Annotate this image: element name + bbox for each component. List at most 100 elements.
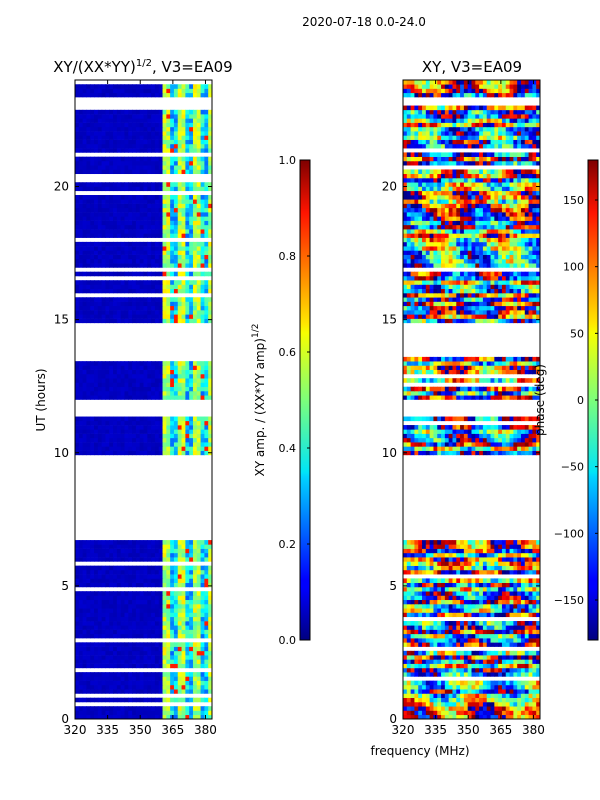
heatmap-cell (109, 650, 114, 656)
heatmap-cell (452, 655, 457, 660)
heatmap-cell (151, 646, 156, 652)
heatmap-cell (403, 586, 408, 592)
heatmap-cell (132, 131, 137, 136)
heatmap-cell (97, 420, 103, 426)
heatmap-cell (113, 250, 118, 255)
heatmap-cell (208, 650, 212, 656)
heatmap-cell (158, 169, 164, 175)
heatmap-cell (105, 689, 110, 694)
heatmap-cell (173, 212, 179, 217)
heatmap-cell (147, 122, 152, 128)
heatmap-cell (97, 706, 103, 711)
heatmap-cell (113, 540, 118, 545)
heatmap-cell (192, 361, 198, 366)
heatmap-cell (158, 233, 164, 238)
heatmap-cell (452, 697, 457, 703)
heatmap-cell (162, 429, 167, 434)
heatmap-cell (494, 672, 499, 677)
heatmap-cell (208, 633, 212, 639)
heatmap-cell (143, 297, 148, 302)
heatmap-cell (82, 361, 88, 366)
heatmap-cell (120, 663, 126, 669)
heatmap-cell (185, 280, 190, 285)
heatmap-cell (520, 710, 526, 716)
heatmap-cell (124, 655, 129, 660)
heatmap-cell (94, 186, 99, 192)
heatmap-cell (86, 540, 91, 545)
heatmap-cell (75, 199, 80, 204)
heatmap-cell (128, 88, 133, 94)
heatmap-cell (192, 574, 198, 579)
heatmap-cell (192, 114, 198, 119)
heatmap-cell (429, 642, 435, 647)
heatmap-cell (181, 122, 186, 128)
heatmap-cell (139, 591, 145, 596)
heatmap-cell (151, 697, 156, 703)
heatmap-cell (475, 603, 480, 609)
heatmap-cell (109, 288, 114, 294)
heatmap-cell (82, 84, 88, 89)
heatmap-cell (181, 629, 186, 635)
heatmap-cell (418, 557, 423, 562)
heatmap-cell (75, 595, 80, 601)
heatmap-cell (101, 199, 107, 204)
heatmap-cell (509, 642, 514, 647)
heatmap-cell (90, 612, 95, 618)
heatmap-cell (166, 578, 171, 583)
heatmap-cell (204, 595, 209, 601)
heatmap-cell (189, 676, 194, 681)
heatmap-cell (143, 212, 148, 217)
heatmap-cell (120, 131, 126, 136)
heatmap-cell (410, 586, 416, 592)
heatmap-cell (479, 569, 484, 575)
heatmap-cell (143, 84, 148, 89)
heatmap-cell (192, 425, 198, 430)
heatmap-cell (151, 297, 156, 302)
heatmap-cell (509, 638, 514, 643)
heatmap-cell (524, 540, 530, 545)
heatmap-cell (128, 569, 133, 575)
heatmap-cell (154, 241, 160, 247)
heatmap-cell (505, 578, 511, 583)
heatmap-cell (189, 540, 194, 545)
heatmap-cell (143, 229, 148, 234)
heatmap-cell (437, 569, 442, 575)
heatmap-cell (82, 160, 88, 166)
heatmap-cell (482, 582, 488, 588)
heatmap-cell (166, 633, 171, 639)
heatmap-cell (132, 220, 137, 226)
heatmap-cell (490, 680, 495, 686)
heatmap-cell (494, 684, 499, 690)
heatmap-cell (170, 301, 175, 307)
heatmap-cell (97, 642, 103, 647)
heatmap-cell (135, 416, 141, 422)
heatmap-cell (452, 625, 457, 630)
heatmap-cell (97, 165, 103, 170)
heatmap-cell (151, 165, 156, 170)
heatmap-cell (82, 608, 88, 613)
heatmap-cell (513, 642, 518, 647)
heatmap-cell (86, 88, 91, 94)
heatmap-cell (151, 659, 156, 664)
heatmap-cell (143, 258, 148, 264)
heatmap-cell (151, 84, 156, 89)
heatmap-cell (162, 420, 167, 426)
heatmap-cell (101, 706, 107, 711)
heatmap-cell (173, 229, 179, 234)
heatmap-cell (441, 642, 446, 647)
heatmap-cell (185, 599, 190, 605)
heatmap-cell (528, 697, 533, 703)
heatmap-cell (75, 148, 80, 153)
heatmap-cell (94, 603, 99, 609)
heatmap-cell (75, 684, 80, 690)
heatmap-cell (139, 574, 145, 579)
heatmap-cell (166, 552, 171, 558)
heatmap-cell (78, 706, 84, 711)
heatmap-cell (147, 88, 152, 94)
heatmap-cell (437, 689, 442, 694)
heatmap-cell (410, 603, 416, 609)
heatmap-cell (189, 612, 194, 618)
heatmap-cell (128, 114, 133, 119)
heatmap-cell (410, 621, 416, 626)
heatmap-cell (196, 633, 202, 639)
